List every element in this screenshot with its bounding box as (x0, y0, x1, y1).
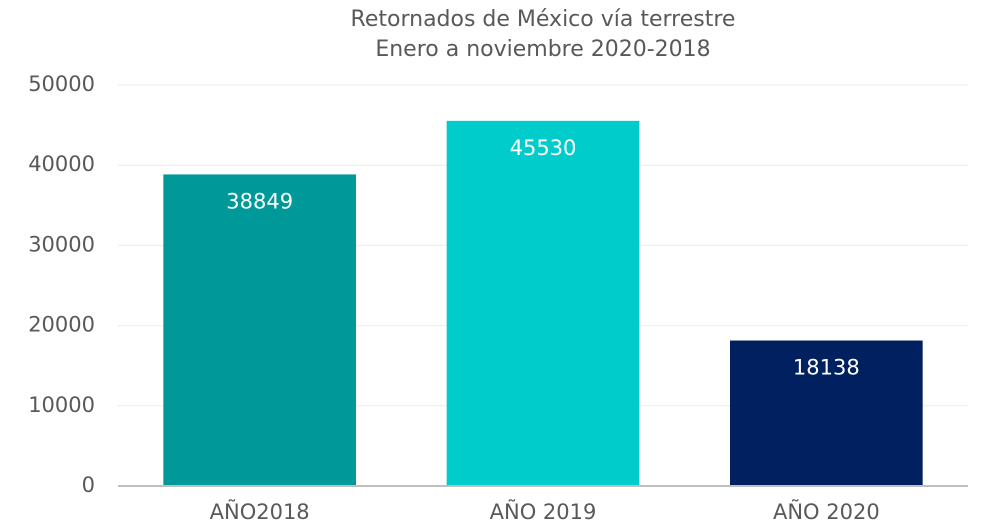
y-tick-label: 20000 (28, 313, 95, 337)
y-tick-label: 10000 (28, 393, 95, 417)
chart-subtitle: Enero a noviembre 2020-2018 (375, 37, 710, 62)
x-tick-label: AÑO 2020 (773, 498, 880, 524)
x-tick-label: AÑO 2019 (490, 498, 597, 524)
value-label: 18138 (793, 356, 860, 380)
y-tick-label: 50000 (28, 72, 95, 96)
bar (163, 174, 356, 486)
value-label: 45530 (510, 136, 577, 160)
chart-title: Retornados de México vía terrestre (351, 7, 736, 32)
bar (446, 120, 640, 487)
x-tick-label: AÑO2018 (210, 498, 310, 524)
y-tick-label: 0 (82, 473, 95, 497)
bar (730, 340, 923, 486)
value-label: 38849 (226, 189, 293, 213)
y-tick-label: 40000 (28, 152, 95, 176)
y-tick-label: 30000 (28, 232, 95, 256)
